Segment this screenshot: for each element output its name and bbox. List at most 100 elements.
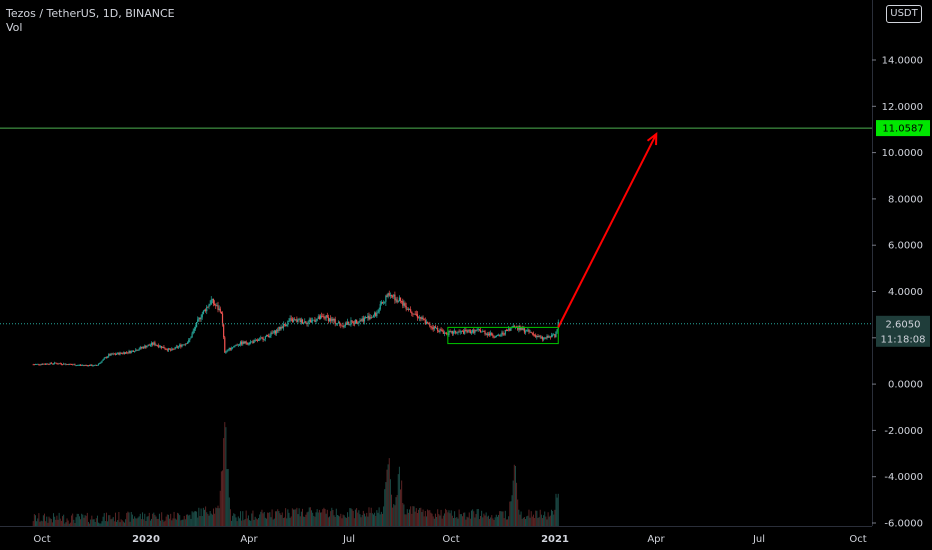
candle-body (419, 317, 421, 319)
candle-body (73, 364, 75, 366)
candle-body (362, 318, 364, 322)
candle-body (278, 326, 280, 331)
volume-bar (197, 517, 199, 526)
candle-body (399, 297, 402, 302)
volume-bar (194, 511, 196, 526)
symbol-title[interactable]: Tezos / TetherUS, 1D, BINANCE (6, 7, 175, 20)
candle-body (120, 352, 122, 354)
candle-body (248, 343, 251, 344)
volume-bar (171, 520, 173, 526)
candle-body (423, 319, 425, 321)
candle-body (226, 350, 228, 353)
volume-bar (237, 516, 239, 526)
volume-bar (359, 514, 361, 526)
volume-bar (325, 513, 327, 526)
candle-body (474, 330, 476, 334)
candle-body (194, 327, 197, 329)
candle-body (223, 324, 225, 338)
volume-bar (491, 515, 493, 526)
volume-indicator-label[interactable]: Vol (6, 21, 23, 34)
volume-bar (98, 522, 100, 526)
volume-bar (334, 517, 336, 526)
candle-body (264, 336, 266, 340)
candle-body (435, 328, 438, 329)
candle-body (490, 332, 492, 335)
candle-body (367, 315, 369, 319)
volume-bar (313, 515, 315, 526)
volume-bar (455, 517, 457, 526)
candle-body (121, 353, 123, 355)
volume-bar (336, 514, 338, 526)
volume-bar (250, 520, 252, 526)
volume-bar (205, 506, 207, 526)
candle-body (473, 329, 475, 334)
candle-body (384, 301, 386, 303)
volume-bar (531, 516, 533, 526)
candle-body (149, 344, 152, 346)
volume-bar (104, 521, 106, 526)
candle-body (205, 309, 207, 312)
candle-body (339, 322, 341, 324)
candle-body (155, 345, 157, 346)
volume-bar (358, 510, 360, 526)
candle-body (502, 332, 504, 334)
candle-body (166, 349, 168, 351)
candle-body (504, 330, 506, 335)
volume-bar (196, 511, 198, 526)
candle-body (310, 320, 313, 322)
candle-body (327, 317, 330, 322)
volume-bar (259, 514, 261, 526)
volume-bar (280, 514, 282, 526)
volume-bar (530, 511, 532, 526)
candle-body (236, 344, 238, 346)
volume-bar (78, 516, 80, 526)
candle-body (172, 348, 174, 350)
candle-body (366, 317, 368, 319)
volume-bar (387, 464, 389, 526)
candle-body (158, 346, 161, 348)
currency-button[interactable]: USDT (886, 5, 922, 23)
candle-body (136, 349, 138, 351)
volume-bar (181, 519, 183, 526)
candle-body (421, 317, 423, 319)
volume-bar (536, 510, 538, 526)
candle-body (463, 330, 465, 334)
candle-body (442, 331, 444, 334)
volume-bar (234, 514, 236, 526)
consolidation-box[interactable] (447, 326, 559, 345)
volume-bar (474, 517, 476, 526)
volume-bar (538, 517, 540, 526)
volume-bar (541, 518, 543, 526)
candle-body (36, 363, 38, 365)
volume-bar (47, 522, 49, 526)
candle-body (252, 341, 254, 344)
breakout-arrow[interactable] (557, 133, 658, 328)
volume-bar (167, 514, 169, 526)
x-tick-label: 2020 (132, 534, 160, 545)
volume-bar (333, 515, 335, 526)
candle-body (269, 335, 271, 338)
candle-body (429, 323, 431, 327)
volume-bar (95, 518, 97, 526)
volume-bar (329, 516, 331, 526)
candle-body (259, 338, 261, 340)
volume-bar (225, 427, 227, 526)
candle-body (112, 353, 114, 355)
volume-bar (74, 523, 76, 526)
candle-body (355, 319, 358, 324)
candle-body (189, 338, 191, 341)
candle-body (79, 364, 82, 366)
volume-bar (371, 513, 373, 526)
volume-bar (232, 515, 234, 526)
time-axis[interactable]: Oct 2020 Apr Jul Oct 2021 Apr Jul Oct (33, 534, 866, 545)
volume-bar (347, 512, 349, 526)
y-tick-label: 6.0000 (888, 241, 923, 252)
candle-body (554, 334, 556, 338)
volume-bar (161, 512, 163, 526)
candle-body (437, 328, 439, 332)
candle-body (281, 327, 283, 329)
candle-body (468, 329, 470, 331)
y-tick-label: 14.0000 (882, 56, 923, 67)
volume-bar (376, 510, 378, 526)
